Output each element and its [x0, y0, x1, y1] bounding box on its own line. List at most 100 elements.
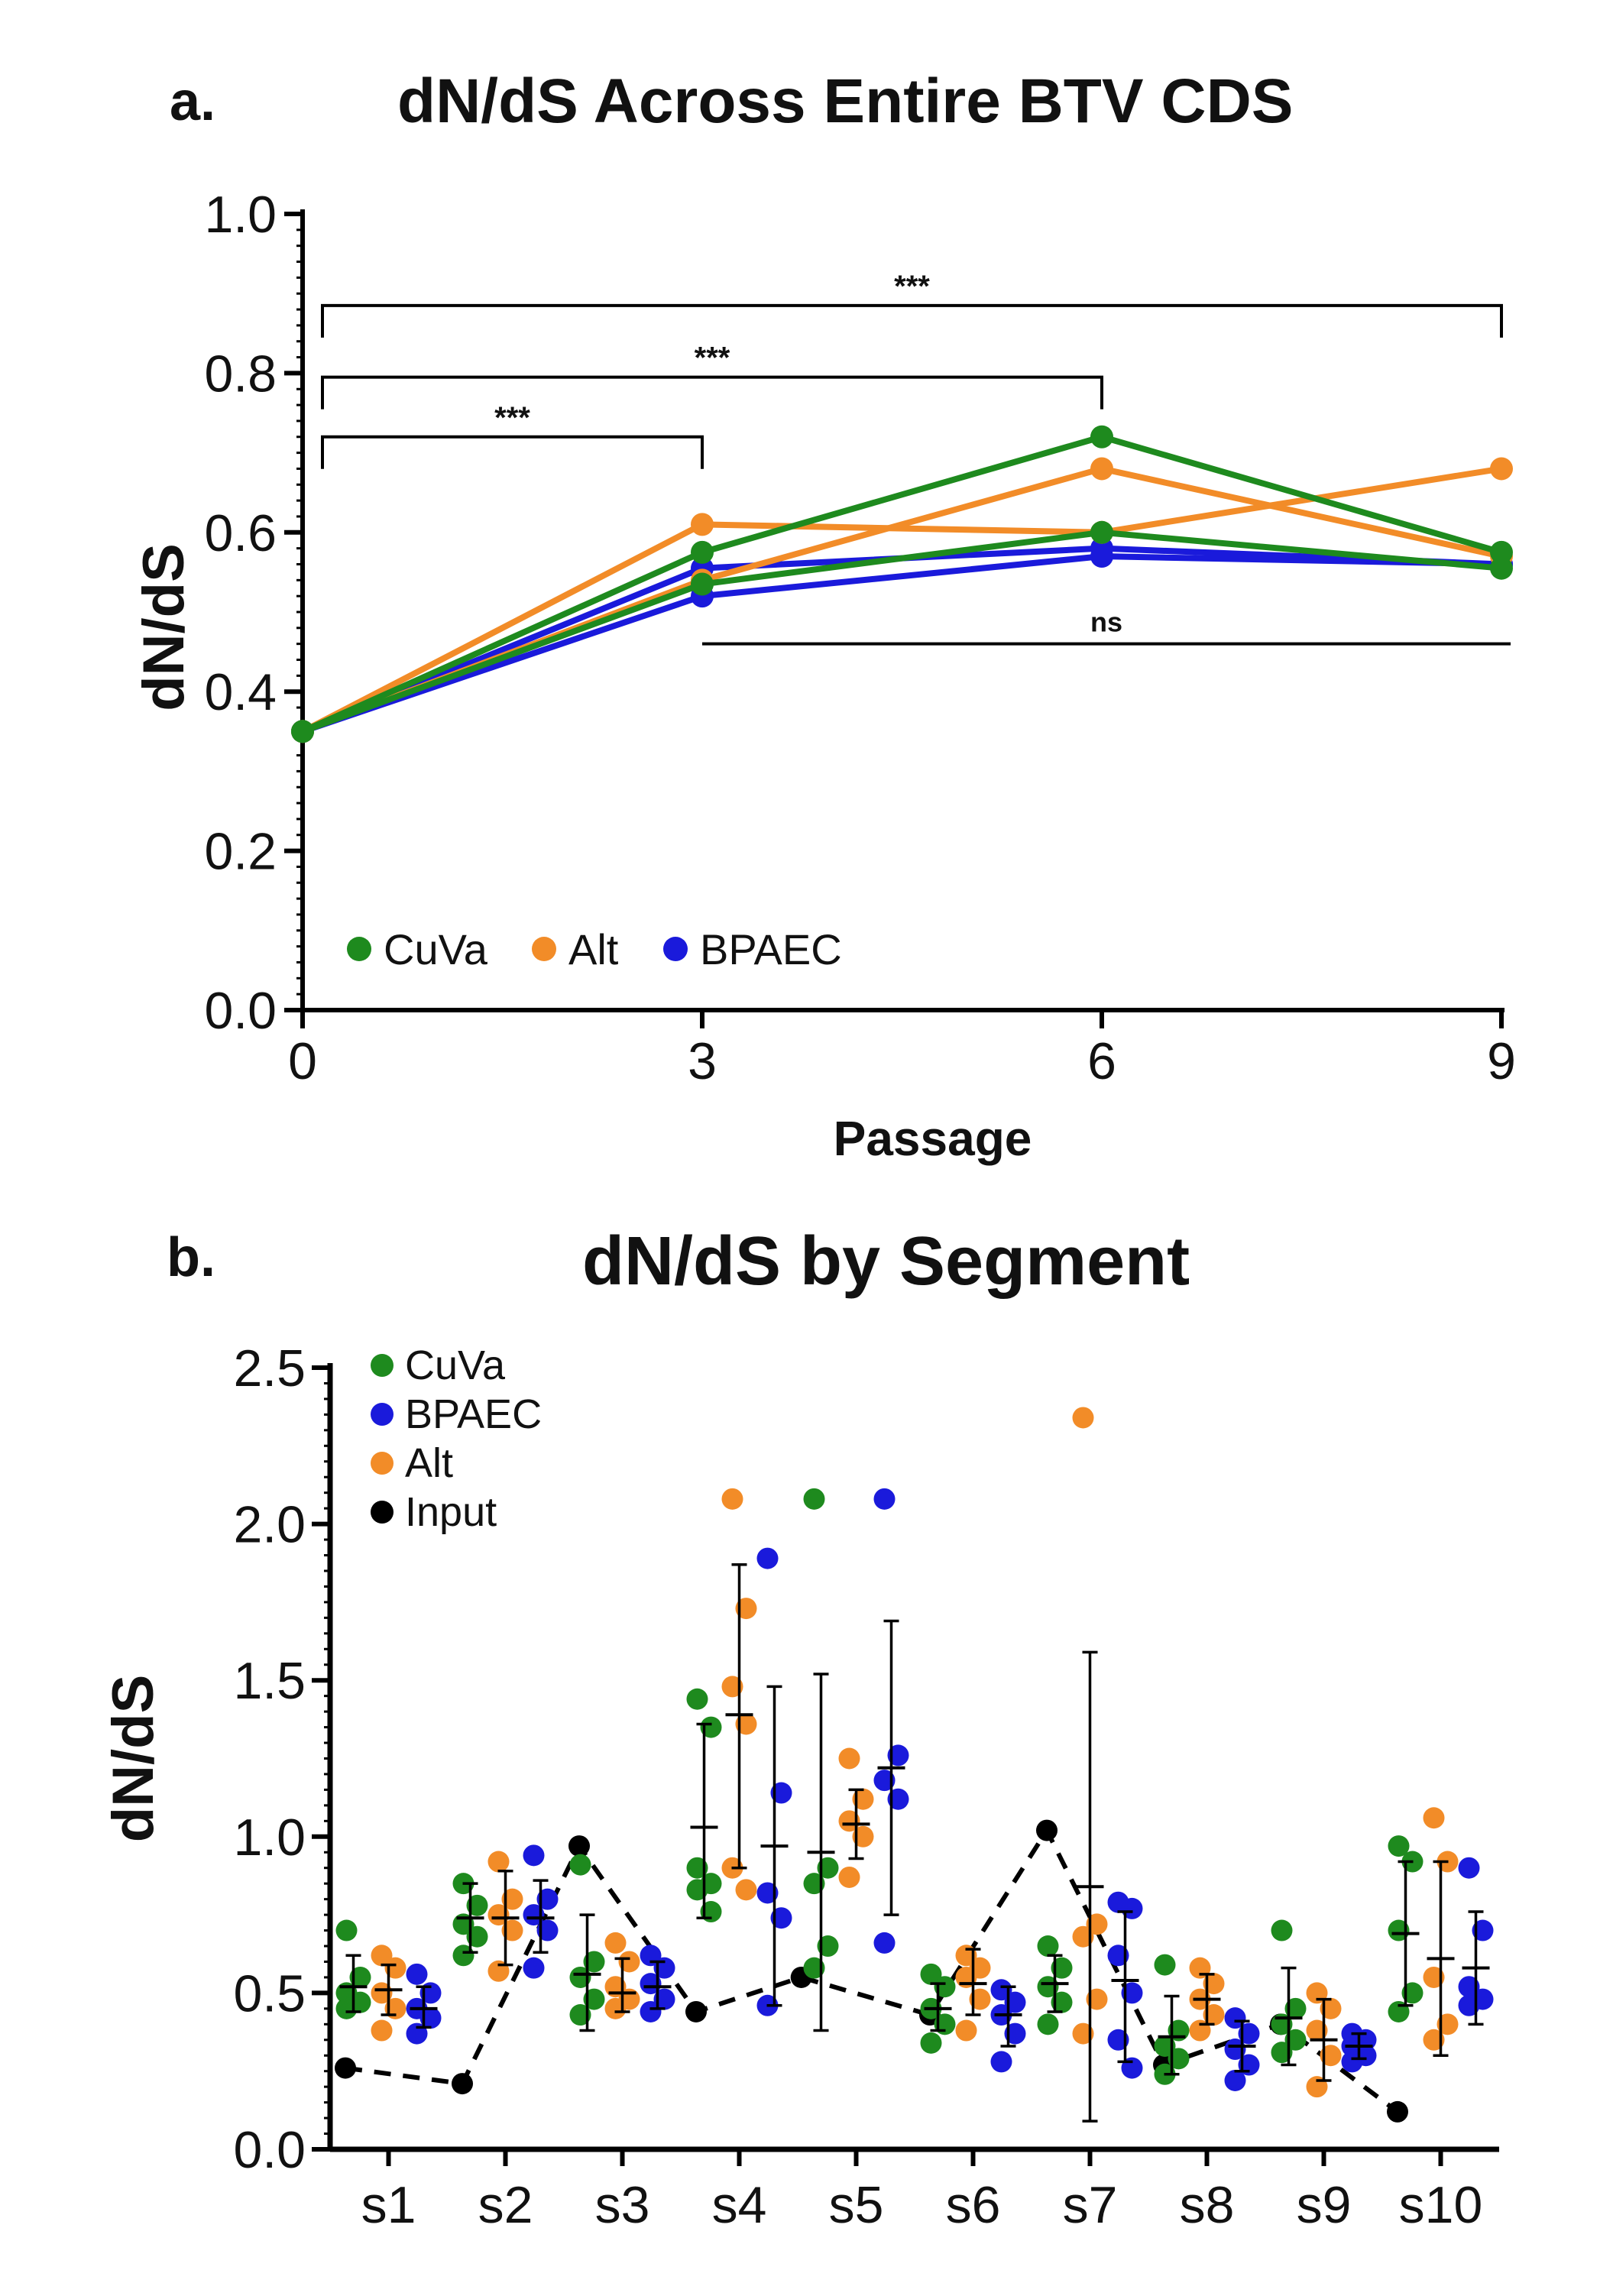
y-axis-label: dN/dS — [101, 1675, 166, 1843]
data-point-cuva — [1037, 2013, 1059, 2035]
data-point-alt — [691, 513, 714, 536]
data-point-alt — [721, 1488, 743, 1510]
data-point-cuva — [1388, 1919, 1410, 1941]
legend-label: CuVa — [384, 925, 488, 973]
legend-label: Alt — [405, 1440, 453, 1486]
significance-label: *** — [494, 401, 530, 435]
legend-marker-cuva — [371, 1354, 394, 1377]
data-point-cuva — [583, 1951, 605, 1973]
data-point-cuva — [349, 1966, 371, 1988]
data-point-alt — [735, 1598, 757, 1620]
data-point-input — [568, 1835, 590, 1857]
significance-bracket — [321, 303, 1503, 338]
data-point-bpaec — [1107, 1945, 1129, 1967]
y-tick-label: 1.5 — [233, 1652, 306, 1710]
data-point-bpaec — [640, 2000, 662, 2022]
data-point-bpaec — [1107, 2029, 1129, 2051]
data-point-bpaec — [756, 1547, 779, 1569]
data-point-input — [1036, 1819, 1058, 1841]
data-point-cuva — [920, 2032, 942, 2054]
data-point-cuva — [803, 1873, 825, 1895]
data-point-bpaec — [1121, 1982, 1143, 2004]
data-point-bpaec — [523, 1957, 545, 1979]
x-tick-label: s6 — [946, 2176, 1001, 2234]
data-point-bpaec — [640, 1973, 662, 1995]
series-line-alt — [301, 465, 1502, 734]
data-point-alt — [955, 2019, 977, 2042]
y-tick-label: 0.0 — [233, 2121, 306, 2179]
data-point-cuva — [583, 1988, 605, 2010]
data-point-cuva — [1037, 1935, 1059, 1958]
data-point-bpaec — [653, 1988, 675, 2010]
data-point-alt — [969, 1988, 991, 2010]
data-point-alt — [1423, 1807, 1445, 1829]
significance-label: ns — [1090, 607, 1122, 638]
data-point-cuva — [803, 1488, 825, 1510]
data-point-alt — [501, 1888, 523, 1910]
data-point-bpaec — [523, 1904, 545, 1926]
legend-label: Alt — [568, 925, 619, 973]
data-point-bpaec — [536, 1888, 559, 1910]
data-point-cuva — [817, 1857, 839, 1879]
data-point-alt — [371, 2019, 393, 2042]
y-tick-label: 1.0 — [233, 1809, 306, 1867]
significance-bracket — [321, 435, 704, 469]
data-point-bpaec — [1090, 545, 1113, 568]
x-tick-label: s9 — [1297, 2176, 1352, 2234]
data-point-cuva — [569, 2004, 591, 2026]
data-point-alt — [1072, 1925, 1094, 1948]
x-axis-label: Passage — [834, 1111, 1032, 1166]
data-point-cuva — [691, 572, 714, 596]
chart-a: 0.0 0.2 0.4 0.6 0.8 1.0 0 3 6 9 Passage dN/dS *** ***… — [131, 186, 1516, 1166]
input-dashed-line — [345, 1825, 1399, 2114]
x-tick-label: s4 — [712, 2176, 767, 2234]
data-point-alt — [371, 1982, 393, 2004]
data-point-cuva — [1154, 2035, 1176, 2057]
data-point-alt — [1306, 2019, 1328, 2042]
y-tick-label: 0.2 — [204, 823, 277, 881]
data-point-bpaec — [873, 1770, 896, 1792]
data-point-bpaec — [873, 1932, 896, 1954]
data-point-cuva — [686, 1688, 708, 1710]
x-tick-label: s1 — [361, 2176, 416, 2234]
data-point-cuva — [1490, 556, 1513, 580]
data-point-cuva — [934, 1976, 956, 1998]
data-point-alt — [487, 1851, 510, 1873]
data-point-cuva — [1090, 425, 1113, 449]
panel-b-label: b. — [167, 1227, 215, 1288]
data-point-bpaec — [887, 1788, 909, 1810]
y-tick-label: 0.4 — [204, 663, 277, 721]
panel-b-title: dN/dS by Segment — [582, 1223, 1190, 1300]
data-point-bpaec — [756, 1882, 779, 1904]
data-point-bpaec — [770, 1782, 792, 1804]
significance-label: *** — [695, 342, 730, 375]
y-tick-label: 0.8 — [204, 345, 277, 403]
y-tick-label: 0.5 — [233, 1964, 306, 2022]
series-line-bpaec — [301, 553, 1502, 735]
legend-marker-alt — [532, 937, 556, 961]
data-point-cuva — [691, 540, 714, 564]
data-point-alt — [1320, 1997, 1342, 2019]
legend-label: BPAEC — [405, 1391, 542, 1437]
data-point-bpaec — [536, 1919, 559, 1941]
x-tick-label: 3 — [688, 1032, 717, 1090]
data-point-bpaec — [1341, 2051, 1363, 2073]
x-tick-label: s2 — [478, 2176, 533, 2234]
data-point-alt — [487, 1904, 510, 1926]
chart-b: 0.0 0.5 1.0 1.5 2.0 2.5 s1 s2 s3 s4 s5 s6 s7 s8 s9 s10 d… — [101, 1339, 1499, 2234]
data-point-cuva — [291, 720, 314, 743]
significance-label: *** — [894, 270, 930, 303]
data-point-input — [685, 2000, 707, 2022]
data-point-alt — [1086, 1913, 1108, 1935]
data-point-bpaec — [1224, 2069, 1246, 2091]
series-line-alt — [301, 465, 1502, 735]
data-point-cuva — [1284, 2029, 1307, 2051]
data-point-bpaec — [1224, 2007, 1246, 2029]
x-tick-label: 0 — [288, 1032, 317, 1090]
y-tick-label: 2.0 — [233, 1496, 306, 1554]
data-point-alt — [1203, 2004, 1225, 2026]
x-tick-label: s7 — [1063, 2176, 1118, 2234]
data-point-bpaec — [990, 1979, 1012, 2001]
legend-marker-alt — [371, 1452, 394, 1475]
data-point-alt — [1320, 2045, 1342, 2067]
